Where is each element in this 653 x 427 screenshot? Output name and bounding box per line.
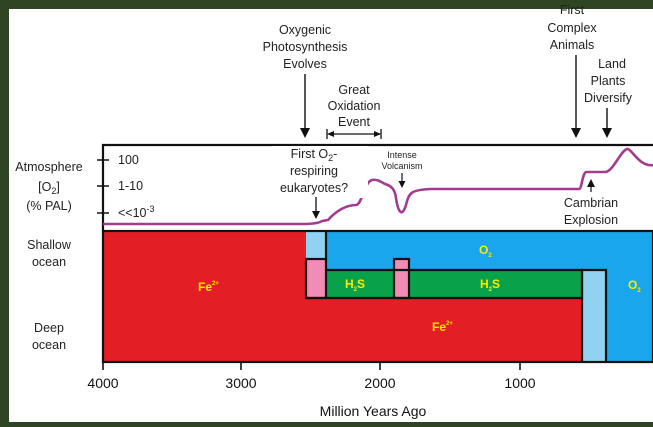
arrow-down-icon [300, 128, 310, 138]
svg-text:Animals: Animals [550, 38, 594, 52]
svg-text:Plants: Plants [591, 74, 626, 88]
ocean-zone-labels: Shallow ocean Deep ocean [27, 238, 72, 352]
h2s-band [306, 270, 582, 298]
oxygen-curve [103, 147, 653, 226]
tick-1000: 1000 [504, 375, 535, 391]
tick-2000: 2000 [364, 375, 395, 391]
transition-shallow-light [306, 231, 326, 259]
event-land-plants: Land Plants Diversify [584, 57, 633, 138]
svg-text:Atmosphere: Atmosphere [15, 160, 82, 174]
svg-text:ocean: ocean [32, 255, 66, 269]
svg-text:Explosion: Explosion [564, 213, 618, 227]
o2-full-depth-block [606, 270, 653, 362]
arrow-right-icon [374, 131, 381, 137]
o2-shallow-label: O2 [479, 243, 492, 259]
event-first-complex-animals: First Complex Animals [547, 3, 597, 138]
event-first-o2-eukaryotes: First O2- respiring eukaryotes? [272, 146, 368, 219]
tick-3000: 3000 [225, 375, 256, 391]
svg-text:Volcanism: Volcanism [381, 161, 422, 171]
arrow-down-icon [312, 211, 320, 219]
svg-text:Event: Event [338, 115, 370, 129]
transition-pink-mid [394, 259, 409, 298]
fe-shallow-deep-block [103, 231, 306, 362]
transition-deep-light [582, 270, 606, 362]
deep-label: Deep [34, 321, 64, 335]
fe-shallow-label: Fe2+ [198, 280, 219, 294]
svg-text:(% PAL): (% PAL) [26, 199, 72, 213]
svg-text:Evolves: Evolves [283, 57, 327, 71]
shallow-label: Shallow [27, 238, 72, 252]
h2s-label-right: H2S [480, 277, 500, 293]
ocean-chemistry-labels: Fe2+ Fe2+ H2S H2S O2 O2 [198, 243, 641, 334]
arrow-down-icon [602, 128, 612, 138]
svg-text:[O2]: [O2] [38, 180, 60, 196]
svg-text:Diversify: Diversify [584, 91, 633, 105]
x-axis-title: Million Years Ago [320, 403, 427, 419]
h2s-label-left: H2S [345, 277, 365, 293]
o2-shallow-block [326, 231, 653, 270]
ocean-blocks [103, 231, 653, 362]
atmosphere-levels: 100 1-10 <<10-3 [118, 153, 155, 220]
x-axis-ticks [102, 362, 521, 370]
arrow-down-icon [571, 128, 581, 138]
tick-4000: 4000 [87, 375, 118, 391]
o2-deep-label: O2 [628, 278, 641, 294]
x-axis: 4000 3000 2000 1000 Million Years Ago [87, 361, 653, 419]
svg-text:Photosynthesis: Photosynthesis [263, 40, 348, 54]
level-100: 100 [118, 153, 139, 167]
transition-pink-left [306, 259, 326, 298]
svg-text:Oxygenic: Oxygenic [279, 23, 331, 37]
level-trace: <<10-3 [118, 204, 155, 220]
event-intense-volcanism: Intense Volcanism [381, 150, 423, 188]
arrow-left-icon [327, 131, 334, 137]
atmosphere-title: Atmosphere [O2] (% PAL) [15, 160, 82, 213]
svg-text:Great: Great [338, 83, 370, 97]
event-cambrian-explosion: Cambrian Explosion [564, 179, 618, 227]
arrow-down-icon [398, 181, 406, 188]
svg-text:Cambrian: Cambrian [564, 196, 618, 210]
svg-text:respiring: respiring [290, 164, 338, 178]
level-1-10: 1-10 [118, 179, 143, 193]
svg-text:Complex: Complex [547, 21, 597, 35]
svg-text:eukaryotes?: eukaryotes? [280, 181, 348, 195]
atmosphere-level-ticks [97, 159, 109, 214]
arrow-up-icon [587, 179, 595, 187]
svg-text:Oxidation: Oxidation [328, 99, 381, 113]
event-oxygenic-photosynthesis: Oxygenic Photosynthesis Evolves [263, 23, 348, 138]
fe-deep-block [306, 298, 582, 362]
svg-text:Land: Land [598, 57, 626, 71]
atmosphere-box-outline [101, 143, 653, 231]
fe-deep-label: Fe2+ [432, 320, 453, 334]
svg-text:First O2-: First O2- [291, 147, 338, 163]
event-great-oxidation: Great Oxidation Event [326, 83, 382, 139]
svg-text:First: First [560, 3, 585, 17]
svg-text:Intense: Intense [387, 150, 417, 160]
svg-text:ocean: ocean [32, 338, 66, 352]
